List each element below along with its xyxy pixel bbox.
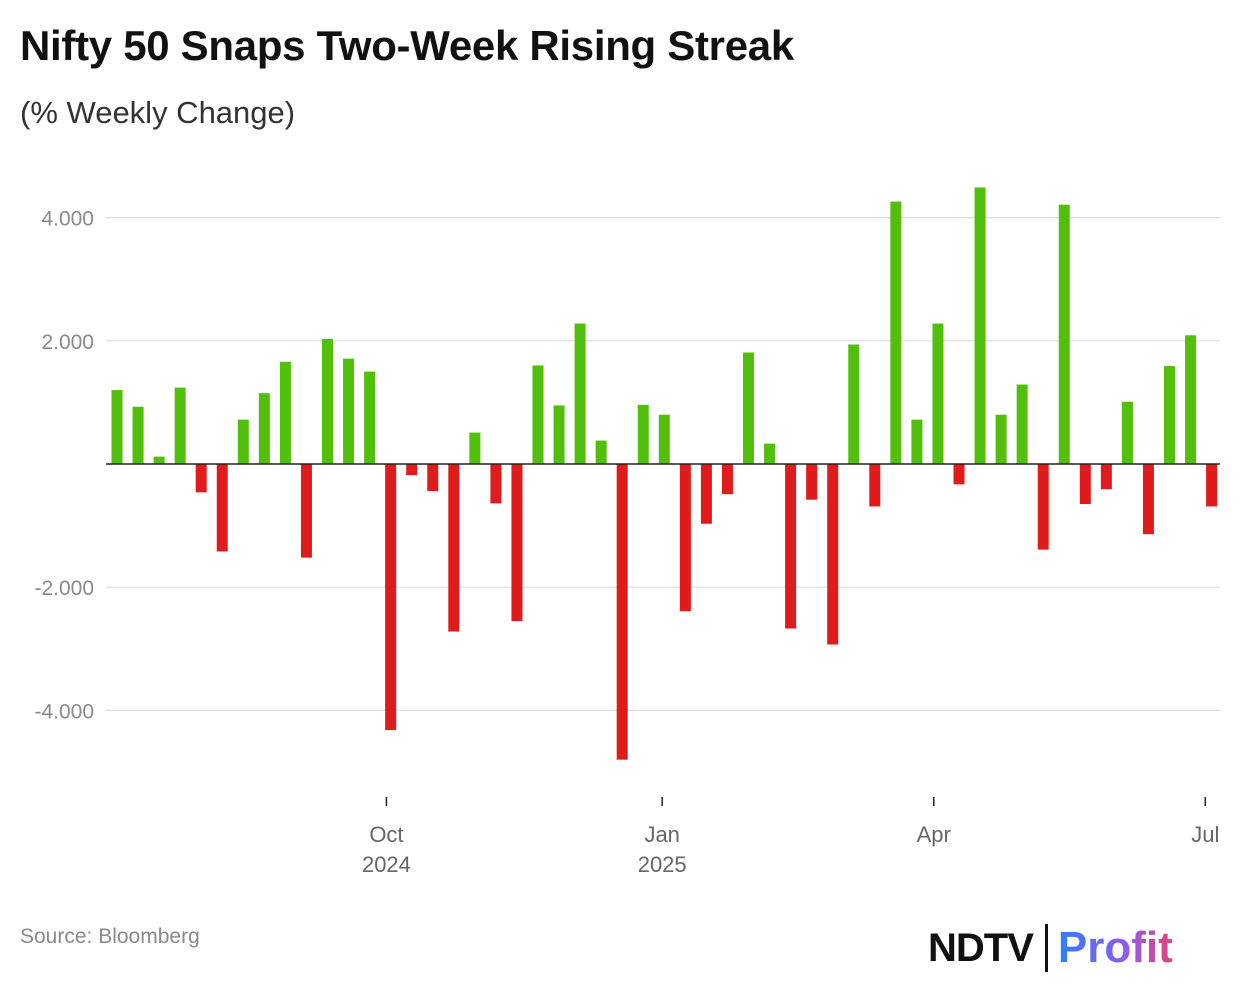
bar: [637, 404, 649, 464]
chart-title: Nifty 50 Snaps Two-Week Rising Streak: [20, 22, 794, 69]
bar: [174, 387, 186, 464]
bar: [595, 440, 607, 464]
bar: [616, 464, 628, 760]
bar: [1037, 464, 1049, 550]
bar: [1206, 464, 1218, 507]
bar: [364, 371, 376, 464]
bar: [153, 456, 165, 464]
brand-ndtv: NDTV: [928, 925, 1034, 970]
bar: [764, 443, 776, 464]
x-tick-label: Jan: [644, 822, 679, 847]
x-tick-year-label: 2025: [638, 852, 687, 877]
bar: [258, 393, 270, 464]
bar: [827, 464, 839, 645]
y-tick-label: -2.000: [34, 577, 94, 600]
bar: [111, 390, 123, 464]
bar: [679, 464, 691, 612]
bar: [911, 419, 923, 464]
bar: [132, 406, 144, 464]
x-tick-year-label: 2024: [362, 852, 411, 877]
brand-logo: NDTV Profit: [928, 922, 1173, 974]
bar: [1164, 366, 1175, 464]
brand-profit: Profit: [1057, 923, 1173, 972]
bar: [511, 464, 523, 622]
bar: [532, 365, 544, 464]
x-tick-label: Oct: [369, 822, 403, 847]
bar: [427, 464, 439, 492]
bar: [932, 323, 944, 464]
bar: [974, 187, 986, 464]
bar: [553, 405, 565, 464]
bar: [469, 432, 481, 464]
bar: [995, 414, 1007, 464]
y-tick-label: -4.000: [34, 700, 94, 723]
x-tick-label: Apr: [917, 822, 951, 847]
brand-separator: [1044, 924, 1048, 972]
bar: [1100, 464, 1112, 490]
bar: [869, 464, 881, 507]
bar: [216, 464, 228, 552]
bar: [1121, 401, 1133, 464]
source-note: Source: Bloomberg: [20, 925, 200, 948]
bar: [406, 464, 418, 476]
bar: [237, 419, 249, 464]
bar: [1058, 204, 1070, 464]
bar: [700, 464, 712, 524]
bar: [1185, 335, 1197, 464]
bar: [953, 464, 965, 485]
chart-subtitle: (% Weekly Change): [20, 95, 296, 130]
bar: [574, 323, 586, 464]
bar: [279, 361, 291, 464]
bar: [385, 464, 397, 731]
bar: [195, 464, 207, 493]
bar: [785, 464, 797, 629]
bar: [848, 344, 860, 464]
bar: [806, 464, 818, 500]
bar: [658, 414, 670, 464]
bar: [490, 464, 502, 504]
bar: [743, 352, 754, 464]
bar: [890, 201, 902, 465]
y-tick-label: 4.000: [41, 208, 94, 231]
bar: [322, 338, 333, 464]
bar: [448, 464, 460, 632]
y-tick-label: 2.000: [41, 331, 94, 354]
bar: [300, 464, 312, 558]
x-tick-label: Jul: [1191, 822, 1219, 847]
bar: [1142, 464, 1154, 535]
bar: [1016, 384, 1028, 464]
bar: [343, 358, 355, 464]
bar: [1079, 464, 1091, 505]
bar: [721, 464, 733, 495]
